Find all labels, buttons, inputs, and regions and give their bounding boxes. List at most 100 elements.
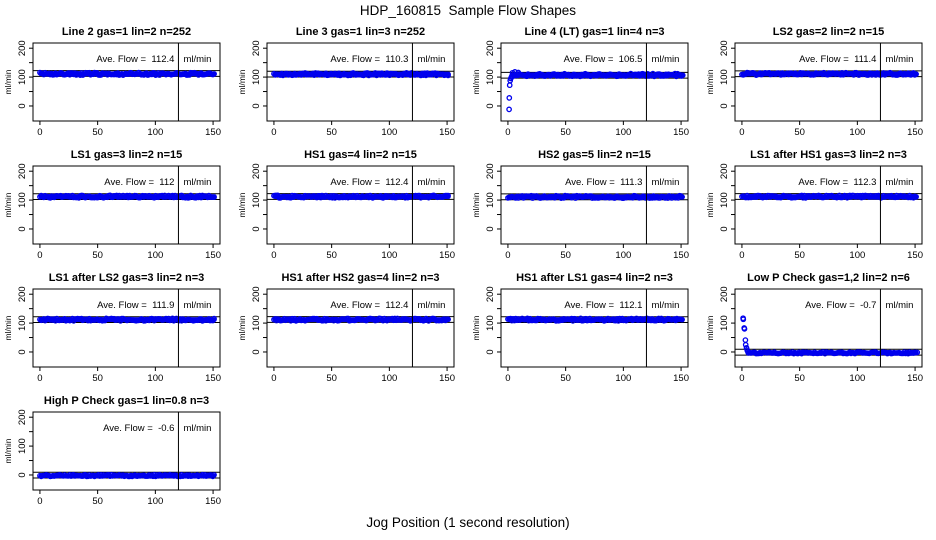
x-tick-label: 0 — [505, 127, 510, 138]
x-tick-label: 150 — [673, 127, 689, 138]
ave-flow-unit: ml/min — [183, 177, 211, 188]
subplot-title: Line 3 gas=1 lin=3 n=252 — [296, 26, 425, 38]
x-tick-label: 0 — [37, 250, 42, 261]
ave-flow-unit: ml/min — [885, 177, 913, 188]
y-axis-label: ml/min — [705, 192, 715, 217]
ave-flow-annotation: Ave. Flow = 110.3 — [330, 54, 408, 65]
y-tick-label: 0 — [17, 226, 28, 231]
ave-flow-annotation: Ave. Flow = 111.9 — [97, 300, 174, 311]
y-tick-label: 0 — [17, 103, 28, 108]
subplot-title: LS2 gas=2 lin=2 n=15 — [773, 26, 885, 38]
x-tick-label: 50 — [92, 496, 103, 507]
y-axis-label: ml/min — [3, 192, 13, 217]
x-tick-label: 0 — [271, 250, 276, 261]
plot-box — [32, 411, 221, 491]
x-tick-label: 0 — [505, 373, 510, 384]
x-tick-label: 100 — [147, 496, 163, 507]
y-tick-label: 0 — [17, 349, 28, 354]
subplot-canvas: LS2 gas=2 lin=2 n=15 Ave. Flow = 111.4 ml/… — [705, 26, 923, 138]
y-tick-label: 200 — [251, 163, 262, 179]
subplot-canvas: Line 3 gas=1 lin=3 n=252 Ave. Flow = 110.… — [237, 26, 455, 138]
x-tick-label: 100 — [849, 373, 865, 384]
y-axis-label: ml/min — [3, 315, 13, 340]
plot-box — [266, 42, 455, 122]
subplot-canvas: Line 2 gas=1 lin=2 n=252 Ave. Flow = 112.… — [3, 26, 221, 138]
x-tick-label: 100 — [147, 373, 163, 384]
y-tick-label: 100 — [17, 192, 28, 208]
y-tick-label: 0 — [485, 349, 496, 354]
subplot-hs1-after-hs2: HS1 after HS2 gas=4 lin=2 n=3 Ave. Flow =… — [234, 268, 468, 391]
y-tick-label: 0 — [719, 103, 730, 108]
x-tick-label: 50 — [92, 373, 103, 384]
x-tick-label: 0 — [37, 373, 42, 384]
y-axis-label: ml/min — [705, 69, 715, 94]
flow-data-band — [505, 315, 685, 324]
transient-points — [506, 69, 522, 113]
x-tick-label: 50 — [794, 127, 805, 138]
flow-data-band — [37, 69, 217, 79]
x-tick-label: 50 — [92, 250, 103, 261]
y-tick-label: 100 — [719, 69, 730, 85]
y-tick-label: 200 — [485, 163, 496, 179]
subplot-canvas: HS1 after LS1 gas=4 lin=2 n=3 Ave. Flow =… — [471, 272, 689, 384]
y-tick-label: 100 — [719, 192, 730, 208]
plot-box — [734, 288, 923, 368]
x-tick-label: 150 — [439, 127, 455, 138]
ave-flow-annotation: Ave. Flow = 112 — [104, 177, 174, 188]
x-tick-label: 150 — [205, 127, 221, 138]
y-tick-label: 0 — [251, 226, 262, 231]
flow-data-band — [739, 69, 919, 79]
y-axis-label: ml/min — [471, 315, 481, 340]
plot-box — [734, 42, 923, 122]
ave-flow-unit: ml/min — [651, 54, 679, 65]
subplot-canvas: LS1 after HS1 gas=3 lin=2 n=3 Ave. Flow =… — [705, 149, 923, 261]
plot-box — [266, 288, 455, 368]
y-tick-label: 100 — [719, 315, 730, 331]
y-tick-label: 200 — [17, 286, 28, 302]
y-axis-label: ml/min — [3, 69, 13, 94]
x-tick-label: 50 — [326, 250, 337, 261]
subplot-title: Line 4 (LT) gas=1 lin=4 n=3 — [524, 26, 664, 38]
subplot-canvas: HS1 gas=4 lin=2 n=15 Ave. Flow = 112.4 ml/… — [237, 149, 455, 261]
flow-data-band — [37, 471, 217, 480]
flow-data-band — [37, 315, 217, 324]
x-tick-label: 50 — [326, 373, 337, 384]
plot-box — [32, 288, 221, 368]
y-axis-label: ml/min — [3, 438, 13, 463]
subplot-title: HS2 gas=5 lin=2 n=15 — [538, 149, 651, 161]
x-tick-label: 150 — [907, 127, 923, 138]
subplot-line-3: Line 3 gas=1 lin=3 n=252 Ave. Flow = 110.… — [234, 22, 468, 145]
x-tick-label: 150 — [673, 373, 689, 384]
x-tick-label: 150 — [439, 373, 455, 384]
y-tick-label: 200 — [251, 286, 262, 302]
flow-data-band — [505, 192, 685, 202]
ave-flow-annotation: Ave. Flow = 112.4 — [96, 54, 174, 65]
flow-data-band — [271, 315, 451, 324]
subplot-canvas: High P Check gas=1 lin=0.8 n=3 Ave. Flow … — [3, 395, 221, 507]
y-tick-label: 100 — [251, 315, 262, 331]
subplot-title: LS1 after HS1 gas=3 lin=2 n=3 — [750, 149, 907, 161]
subplot-low-p-check: Low P Check gas=1,2 lin=2 n=6 Ave. Flow =… — [702, 268, 936, 391]
subplot-title: Line 2 gas=1 lin=2 n=252 — [62, 26, 191, 38]
y-tick-label: 100 — [17, 438, 28, 454]
flow-data-band — [37, 192, 217, 201]
x-tick-label: 50 — [794, 250, 805, 261]
ave-flow-unit: ml/min — [183, 54, 211, 65]
plot-box — [500, 165, 689, 245]
x-tick-label: 0 — [37, 496, 42, 507]
flow-data-band — [271, 69, 451, 79]
x-tick-label: 50 — [560, 127, 571, 138]
subplot-hs2: HS2 gas=5 lin=2 n=15 Ave. Flow = 111.3 ml/… — [468, 145, 702, 268]
y-tick-label: 0 — [251, 103, 262, 108]
x-tick-label: 50 — [794, 373, 805, 384]
y-axis-label: ml/min — [237, 192, 247, 217]
ave-flow-annotation: Ave. Flow = -0.7 — [805, 300, 876, 311]
subplot-title: LS1 after LS2 gas=3 lin=2 n=3 — [49, 272, 205, 284]
y-axis-label: ml/min — [471, 69, 481, 94]
x-tick-label: 100 — [615, 250, 631, 261]
subplot-title: Low P Check gas=1,2 lin=2 n=6 — [747, 272, 910, 284]
ave-flow-annotation: Ave. Flow = 112.3 — [798, 177, 876, 188]
y-tick-label: 200 — [485, 286, 496, 302]
y-tick-label: 100 — [251, 192, 262, 208]
x-axis-label: Jog Position (1 second resolution) — [366, 515, 570, 530]
